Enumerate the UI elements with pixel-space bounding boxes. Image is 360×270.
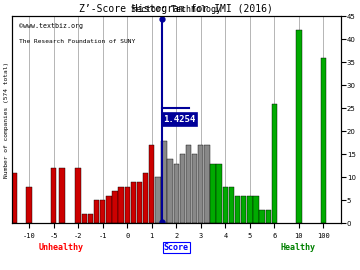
Bar — [210, 164, 216, 223]
Bar — [76, 168, 81, 223]
Bar — [247, 196, 252, 223]
Text: ©www.textbiz.org: ©www.textbiz.org — [18, 22, 82, 29]
Bar — [26, 187, 32, 223]
Bar — [192, 154, 197, 223]
Bar — [266, 210, 271, 223]
Text: Unhealthy: Unhealthy — [39, 243, 84, 252]
Text: Score: Score — [164, 243, 189, 252]
Bar — [88, 214, 93, 223]
Bar — [106, 196, 112, 223]
Bar — [260, 210, 265, 223]
Bar — [272, 104, 277, 223]
Bar — [167, 159, 173, 223]
Bar — [186, 145, 191, 223]
Bar — [241, 196, 246, 223]
Bar — [118, 187, 124, 223]
Bar — [155, 177, 161, 223]
Bar — [12, 173, 17, 223]
Bar — [235, 196, 240, 223]
Bar — [51, 168, 56, 223]
Text: Sector: Technology: Sector: Technology — [131, 5, 221, 14]
Title: Z’-Score Histogram for IMI (2016): Z’-Score Histogram for IMI (2016) — [79, 4, 273, 14]
Bar — [94, 200, 99, 223]
Bar — [161, 140, 167, 223]
Bar — [100, 200, 105, 223]
Bar — [198, 145, 203, 223]
Bar — [82, 214, 87, 223]
Bar — [180, 154, 185, 223]
Bar — [216, 164, 222, 223]
Bar — [229, 187, 234, 223]
Text: The Research Foundation of SUNY: The Research Foundation of SUNY — [18, 39, 135, 44]
Bar — [125, 187, 130, 223]
Bar — [253, 196, 259, 223]
Text: 1.4254: 1.4254 — [163, 115, 195, 124]
Bar — [321, 58, 326, 223]
Bar — [149, 145, 154, 223]
Bar — [143, 173, 148, 223]
Bar — [112, 191, 118, 223]
Bar — [204, 145, 210, 223]
Bar — [296, 30, 302, 223]
Bar — [59, 168, 64, 223]
Text: Healthy: Healthy — [280, 243, 315, 252]
Bar — [222, 187, 228, 223]
Y-axis label: Number of companies (574 total): Number of companies (574 total) — [4, 62, 9, 178]
Bar — [131, 182, 136, 223]
Bar — [174, 164, 179, 223]
Bar — [137, 182, 142, 223]
